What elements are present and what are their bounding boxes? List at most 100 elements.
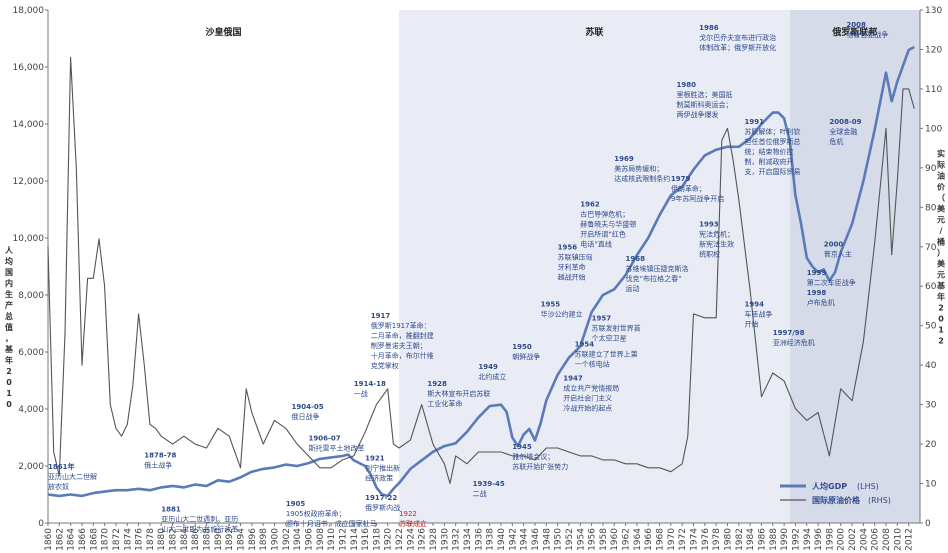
- annotation-line-26-1: 体制改革；俄罗斯开放化: [699, 43, 776, 52]
- y-right-tick-label: 0: [925, 519, 931, 529]
- x-tick-label: 2012: [905, 528, 915, 551]
- x-tick-label: 2006: [871, 528, 881, 551]
- annotation-line-27-2: 统职权: [699, 250, 720, 259]
- x-tick-label: 1942: [508, 528, 518, 551]
- era-label-1: 苏联: [585, 26, 604, 38]
- annotation-line-11-1: 工业化革命: [427, 399, 462, 408]
- annotation-line-25-2: 两伊战争爆发: [677, 110, 719, 119]
- y-left-tick-label: 14,000: [13, 120, 45, 130]
- x-tick-label: 1910: [327, 528, 337, 551]
- y-right-tick-label: 110: [925, 85, 942, 95]
- annotation-line-14-2: 冷战开始的起点: [563, 404, 612, 413]
- x-tick-label: 1964: [633, 528, 643, 551]
- annotation-line-7-3: 十月革命，布尔什维: [371, 351, 434, 360]
- x-tick-label: 1946: [531, 528, 541, 551]
- annotation-year-10: 1922: [399, 510, 417, 518]
- annotation-line-17-0: 苏联建立了世界上第: [575, 349, 638, 358]
- x-tick-label: 1886: [191, 528, 201, 551]
- annotation-line-20-0: 苏联发射世界首: [592, 324, 641, 333]
- annotation-year-8: 1921: [365, 454, 385, 462]
- annotation-line-28-0: 苏联解体；叶利钦: [744, 127, 800, 136]
- annotation-line-27-0: 宪法危机；: [699, 230, 734, 239]
- x-tick-label: 1914: [350, 528, 360, 551]
- annotation-line-13-1: 苏联开始扩张势力: [512, 462, 568, 471]
- y-right-tick-label: 80: [925, 203, 937, 213]
- era-band-0: [48, 10, 400, 523]
- annotation-year-33: 2000: [824, 241, 844, 249]
- x-tick-label: 2000: [837, 528, 847, 551]
- x-tick-label: 1930: [440, 528, 450, 551]
- y-left-tick-label: 0: [38, 519, 44, 529]
- annotation-line-7-2: 制罗曼诺夫王朝；: [371, 341, 427, 350]
- annotation-line-22-2: 运动: [626, 284, 640, 293]
- x-tick-label: 1884: [180, 528, 190, 551]
- era-bands: 沙皇俄国 苏联 俄罗斯联邦: [48, 10, 920, 523]
- annotation-line-28-3: 制，削减政府开: [744, 157, 793, 166]
- x-tick-label: 1870: [101, 528, 111, 551]
- annotation-line-34-0: 全球金融: [829, 127, 857, 136]
- x-tick-label: 1882: [169, 528, 179, 551]
- legend-name-1: 国际原油价格: [812, 495, 861, 505]
- annotation-year-11: 1928: [427, 380, 447, 388]
- x-tick-label: 1934: [463, 528, 473, 551]
- x-tick-label: 1940: [497, 528, 507, 551]
- x-tick-label: 2008: [882, 528, 892, 551]
- y-right-tick-label: 100: [925, 124, 942, 134]
- y-right-tick-label: 50: [925, 322, 937, 332]
- y-left-tick-label: 6,000: [18, 348, 44, 358]
- gdp-series-line: [47, 45, 915, 498]
- x-tick-label: 1952: [565, 528, 575, 551]
- annotation-year-2: 1881: [161, 506, 181, 514]
- x-tick-label: 1996: [814, 528, 824, 551]
- annotation-year-6: 1914-18: [354, 380, 386, 388]
- x-tick-label: 1950: [554, 528, 564, 551]
- annotation-line-7-0: 俄罗斯1917革命：: [371, 321, 431, 330]
- x-tick-label: 1992: [791, 528, 801, 551]
- x-tick-label: 1948: [542, 528, 552, 551]
- x-tick-label: 1960: [610, 528, 620, 551]
- annotation-line-5-1: 颁布十月诏书，成立国家杜马: [286, 519, 377, 528]
- annotation-line-14-1: 开启社会门主义: [563, 394, 612, 403]
- annotation-year-16: 1950: [512, 343, 532, 351]
- annotation-line-23-1: 达成核武限制条约: [614, 174, 670, 183]
- x-tick-label: 1920: [384, 528, 394, 551]
- y-right-tick-label: 90: [925, 164, 937, 174]
- legend-axis-1: (RHS): [868, 496, 891, 505]
- x-tick-label: 1898: [259, 528, 269, 551]
- x-tick-label: 1862: [55, 528, 65, 551]
- y-left-tick-label: 8,000: [18, 291, 44, 301]
- x-tick-label: 1954: [576, 528, 586, 551]
- y-left-tick-label: 18,000: [13, 6, 45, 16]
- y-right-axis-title: 实际油价（美元/桶）美元基年 2 0 1 2: [936, 149, 946, 346]
- annotation-line-3-0: 俄日战争: [291, 412, 319, 421]
- annotation-line-1-0: 俄土战争: [144, 460, 172, 469]
- era-band-1: [399, 10, 790, 523]
- annotation-line-19-2: 越战开始: [558, 272, 586, 281]
- x-tick-label: 1976: [701, 528, 711, 551]
- y-right-tick-label: 10: [925, 480, 937, 490]
- annotation-line-19-0: 苏联镇压匈: [558, 252, 593, 261]
- annotation-year-24: 1979: [671, 175, 691, 183]
- annotation-year-18: 1955: [541, 300, 561, 308]
- x-tick-label: 1908: [316, 528, 326, 551]
- annotation-line-18-0: 华沙公约建立: [541, 309, 583, 318]
- x-tick-label: 1922: [395, 528, 405, 551]
- y-right-tick-label: 20: [925, 440, 937, 450]
- x-tick-label: 1896: [248, 528, 258, 551]
- y-left-axis-title: 人均国内生产总值，基年 2 0 1 0: [4, 245, 14, 409]
- annotation-line-22-1: 伐克“布拉格之春”: [626, 274, 682, 283]
- annotation-year-14: 1947: [563, 375, 583, 383]
- x-tick-label: 1990: [780, 528, 790, 551]
- annotation-line-10-0: 苏联成立: [399, 519, 427, 528]
- annotation-line-35-0: 格鲁吉亚战争: [846, 30, 888, 39]
- x-tick-label: 1912: [338, 528, 348, 551]
- x-tick-label: 1970: [667, 528, 677, 551]
- annotation-year-19: 1956: [558, 243, 578, 251]
- annotation-line-8-1: 经济政策: [365, 473, 393, 482]
- annotation-line-26-0: 戈尔巴乔夫宣布进行政治: [699, 33, 776, 42]
- y-right-tick-label: 120: [925, 45, 942, 55]
- annotation-year-28: 1991: [744, 118, 764, 126]
- annotation-line-13-0: 雅尔塔会议；: [512, 452, 554, 461]
- annotation-line-5-0: 1905权政府革命；: [286, 509, 346, 518]
